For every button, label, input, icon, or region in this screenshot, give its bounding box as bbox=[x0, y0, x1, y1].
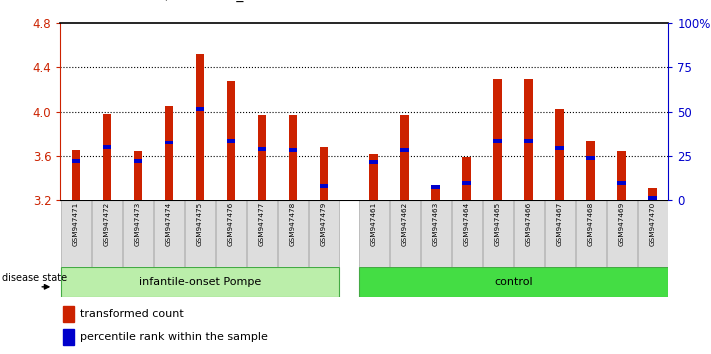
Bar bbox=[247, 200, 277, 267]
Bar bbox=[289, 115, 297, 200]
Bar bbox=[525, 79, 533, 200]
Bar bbox=[257, 147, 267, 151]
Bar bbox=[102, 114, 112, 200]
Bar bbox=[514, 200, 544, 267]
Text: GSM947465: GSM947465 bbox=[495, 202, 501, 246]
Bar bbox=[72, 150, 80, 200]
Text: GSM947479: GSM947479 bbox=[321, 202, 327, 246]
Bar bbox=[309, 200, 339, 267]
Bar bbox=[227, 80, 235, 200]
Bar bbox=[63, 329, 75, 345]
Bar bbox=[196, 107, 204, 111]
Text: GSM947472: GSM947472 bbox=[104, 202, 110, 246]
Text: GDS4410 / 1559510_at: GDS4410 / 1559510_at bbox=[96, 0, 257, 2]
Bar bbox=[617, 182, 626, 185]
Text: infantile-onset Pompe: infantile-onset Pompe bbox=[139, 277, 261, 287]
Bar bbox=[216, 200, 246, 267]
Bar bbox=[648, 196, 657, 200]
Bar bbox=[134, 159, 142, 163]
Bar bbox=[587, 156, 595, 160]
Bar bbox=[555, 146, 564, 150]
Bar bbox=[72, 159, 80, 163]
Bar bbox=[545, 200, 574, 267]
Bar bbox=[462, 182, 471, 185]
Bar bbox=[320, 184, 328, 188]
Bar bbox=[432, 188, 440, 200]
Bar bbox=[359, 267, 668, 297]
Bar bbox=[278, 200, 308, 267]
Bar bbox=[525, 139, 533, 143]
Bar bbox=[61, 200, 91, 267]
Bar bbox=[123, 200, 153, 267]
Text: GSM947463: GSM947463 bbox=[433, 202, 439, 246]
Text: GSM947468: GSM947468 bbox=[588, 202, 594, 246]
Bar bbox=[196, 54, 204, 200]
Bar bbox=[227, 139, 235, 143]
Text: control: control bbox=[494, 277, 533, 287]
Bar bbox=[432, 185, 440, 189]
Bar bbox=[576, 200, 606, 267]
Text: GSM947470: GSM947470 bbox=[650, 202, 656, 246]
Bar bbox=[400, 148, 409, 152]
Bar bbox=[555, 109, 564, 200]
Bar bbox=[369, 160, 378, 164]
Text: GSM947467: GSM947467 bbox=[557, 202, 563, 246]
Bar bbox=[421, 200, 451, 267]
Text: GSM947478: GSM947478 bbox=[290, 202, 296, 246]
Text: GSM947466: GSM947466 bbox=[525, 202, 532, 246]
Text: transformed count: transformed count bbox=[80, 309, 183, 319]
Text: GSM947474: GSM947474 bbox=[166, 202, 172, 246]
Bar bbox=[617, 152, 626, 200]
Bar bbox=[400, 115, 409, 200]
Bar bbox=[134, 152, 142, 200]
Bar bbox=[92, 200, 122, 267]
Bar bbox=[638, 200, 668, 267]
Bar bbox=[154, 200, 184, 267]
Bar bbox=[63, 306, 75, 322]
Text: GSM947471: GSM947471 bbox=[73, 202, 79, 246]
Text: percentile rank within the sample: percentile rank within the sample bbox=[80, 332, 268, 342]
Bar bbox=[289, 148, 297, 152]
Text: GSM947462: GSM947462 bbox=[402, 202, 407, 246]
Bar bbox=[165, 141, 173, 144]
Bar bbox=[483, 200, 513, 267]
Bar bbox=[493, 139, 502, 143]
Text: GSM947476: GSM947476 bbox=[228, 202, 234, 246]
Text: GSM947469: GSM947469 bbox=[619, 202, 625, 246]
Text: GSM947473: GSM947473 bbox=[135, 202, 141, 246]
Bar bbox=[320, 147, 328, 200]
Bar bbox=[359, 200, 389, 267]
Bar bbox=[102, 145, 112, 149]
Bar bbox=[185, 200, 215, 267]
Text: GSM947464: GSM947464 bbox=[464, 202, 470, 246]
Bar bbox=[257, 115, 267, 200]
Bar bbox=[462, 157, 471, 200]
Bar bbox=[493, 79, 502, 200]
Bar bbox=[452, 200, 481, 267]
Bar bbox=[607, 200, 637, 267]
Text: GSM947477: GSM947477 bbox=[259, 202, 265, 246]
Bar bbox=[61, 267, 339, 297]
Bar bbox=[165, 106, 173, 200]
Text: GSM947475: GSM947475 bbox=[197, 202, 203, 246]
Bar bbox=[648, 188, 657, 200]
Bar bbox=[587, 141, 595, 200]
Text: disease state: disease state bbox=[2, 273, 68, 283]
Bar bbox=[369, 154, 378, 200]
Text: GSM947461: GSM947461 bbox=[370, 202, 377, 246]
Bar bbox=[390, 200, 419, 267]
